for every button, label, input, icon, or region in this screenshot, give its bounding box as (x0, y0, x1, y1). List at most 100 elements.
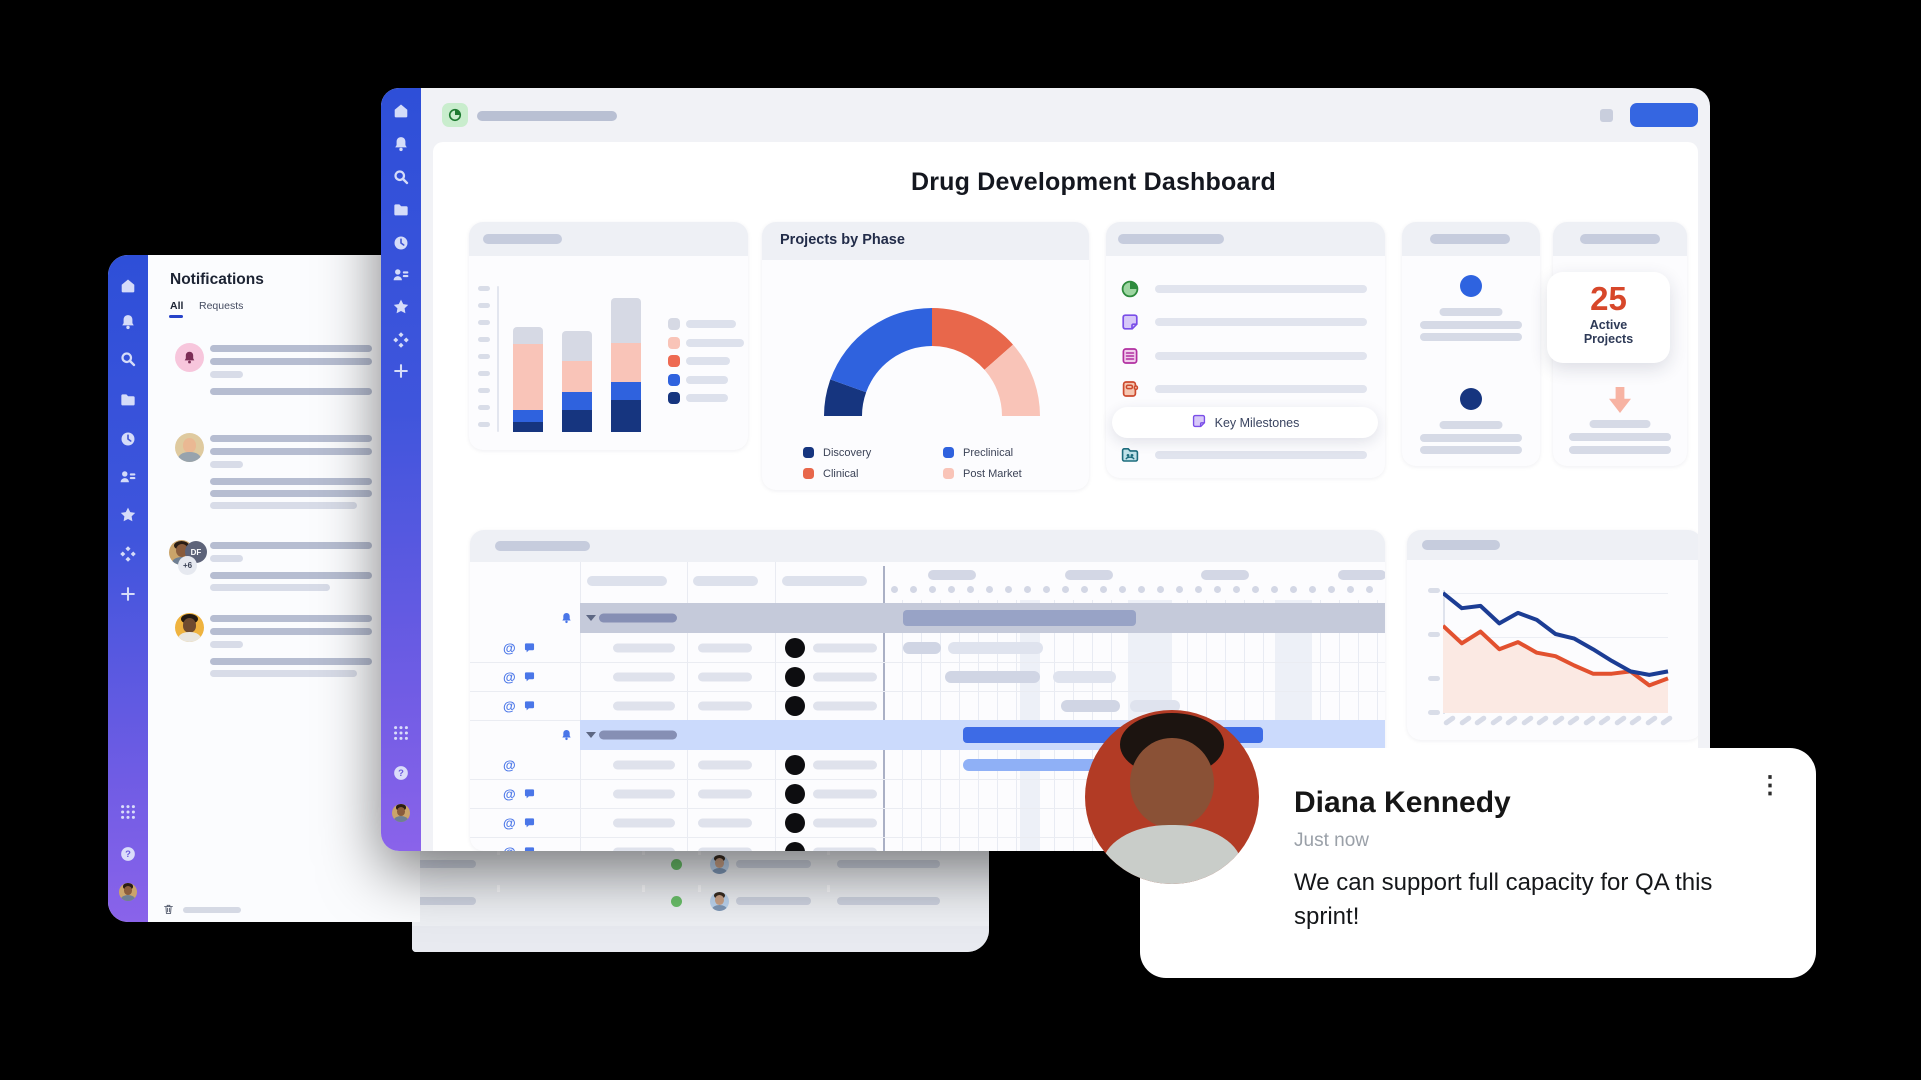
comment-icon[interactable] (523, 641, 536, 654)
clear-notifications-row[interactable] (162, 903, 362, 917)
notifications-title: Notifications (170, 271, 264, 288)
gantt-bar[interactable] (903, 641, 941, 654)
gantt-bar[interactable] (945, 670, 1040, 683)
gantt-group-row[interactable] (470, 603, 1385, 633)
sidebar-item-users[interactable] (119, 468, 137, 486)
sidebar-item-help[interactable]: ? (392, 764, 410, 782)
gantt-bar[interactable] (948, 641, 1043, 654)
sidebar-item-apps[interactable] (119, 545, 137, 563)
dashboard-window: ? Drug Development Dashboard Projects by… (381, 88, 1710, 851)
bar-segment-gray (562, 331, 592, 362)
gantt-task-row[interactable]: @ (470, 808, 1385, 838)
sidebar-item-search[interactable] (392, 168, 410, 186)
placeholder-line (1420, 446, 1522, 454)
tab-requests[interactable]: Requests (199, 300, 244, 312)
sidebar-item-apps[interactable] (392, 331, 410, 349)
sidebar-item-bell[interactable] (392, 135, 410, 153)
row-avatar (710, 892, 729, 911)
gantt-bar[interactable] (1130, 699, 1180, 712)
face (396, 806, 406, 817)
mention-icon[interactable]: @ (503, 844, 516, 851)
sidebar-item-clock[interactable] (119, 430, 137, 448)
comment-icon[interactable] (523, 699, 536, 712)
column-divider (827, 885, 830, 892)
sidebar-item-plus[interactable] (119, 585, 137, 603)
assignee-avatar (785, 666, 805, 687)
sidebar-item-grid[interactable] (119, 803, 137, 821)
sidebar-item-bell[interactable] (119, 313, 137, 331)
card-header (1106, 222, 1385, 256)
mention-icon[interactable]: @ (503, 757, 516, 772)
sidebar-item-grid[interactable] (392, 724, 410, 742)
bar-segment-navy (562, 410, 592, 432)
comment-icon[interactable] (523, 670, 536, 683)
sidebar-item-clock[interactable] (392, 234, 410, 252)
placeholder-line (1420, 333, 1522, 341)
sidebar-user-avatar[interactable] (392, 804, 410, 822)
x-label-placeholder (1504, 714, 1519, 727)
sidebar-item-home[interactable] (392, 102, 410, 120)
sidebar-user-avatar[interactable] (119, 883, 137, 901)
mention-icon[interactable]: @ (503, 640, 516, 655)
column-divider (698, 848, 701, 855)
comment-icon[interactable] (523, 816, 536, 829)
sidebar-item-folder[interactable] (119, 391, 137, 409)
status-dot (671, 859, 682, 870)
sidebar-item-folder[interactable] (392, 201, 410, 219)
gantt-bar[interactable] (903, 610, 1136, 626)
primary-action-button[interactable] (1630, 103, 1698, 127)
card-header (1407, 530, 1698, 560)
gantt-task-row[interactable]: @ (470, 662, 1385, 692)
gantt-bar[interactable] (1053, 670, 1116, 683)
gantt-bar[interactable] (1061, 699, 1120, 712)
timestamp: Just now (1294, 830, 1369, 851)
comment-icon[interactable] (523, 787, 536, 800)
tab-all[interactable]: All (170, 300, 184, 312)
y-tick-placeholder (478, 320, 490, 325)
sheet-row[interactable] (412, 885, 989, 918)
placeholder-line (210, 448, 372, 455)
comment-icon[interactable] (523, 845, 536, 851)
timeline-day-dot (1062, 586, 1069, 593)
y-tick-placeholder (478, 337, 490, 342)
pie-chart-app-icon[interactable] (442, 103, 468, 127)
mention-icon[interactable]: @ (503, 698, 516, 713)
sidebar-item-users[interactable] (392, 266, 410, 284)
mention-icon[interactable]: @ (503, 669, 516, 684)
kebab-menu-icon[interactable]: ⋮ (1758, 772, 1782, 799)
bell-icon[interactable] (560, 612, 573, 625)
timeline-day-dot (1214, 586, 1221, 593)
column-divider (698, 885, 701, 892)
collapse-caret-icon[interactable] (586, 732, 596, 738)
bar-segment-blue (513, 410, 543, 422)
assignee-avatar (785, 812, 805, 833)
x-label-placeholder (1566, 714, 1581, 727)
gantt-task-row[interactable]: @ (470, 633, 1385, 663)
timeline-day-dot (929, 586, 936, 593)
sidebar-item-plus[interactable] (392, 362, 410, 380)
sidebar-item-star[interactable] (392, 298, 410, 316)
window-control-icon[interactable] (1600, 109, 1613, 122)
key-milestones-button[interactable]: Key Milestones (1112, 407, 1378, 438)
sidebar-item-star[interactable] (119, 506, 137, 524)
cell-placeholder (613, 847, 675, 851)
sidebar-item-home[interactable] (119, 277, 137, 295)
bell-icon[interactable] (560, 729, 573, 742)
mention-icon[interactable]: @ (503, 815, 516, 830)
gantt-task-row[interactable]: @ (470, 779, 1385, 809)
active-tab-underline (169, 315, 183, 318)
sheet-row[interactable] (412, 848, 989, 881)
collapse-caret-icon[interactable] (586, 615, 596, 621)
timeline-month-placeholder (928, 570, 976, 580)
sidebar-item-help[interactable]: ? (119, 845, 137, 863)
group-title-placeholder (599, 730, 677, 740)
bar-segment-blue (562, 391, 592, 411)
mention-icon[interactable]: @ (503, 786, 516, 801)
timeline-day-dot (1081, 586, 1088, 593)
sidebar-item-search[interactable] (119, 350, 137, 368)
notifications-panel: ? Notifications All Requests DF +6 (108, 255, 420, 922)
timeline-day-dot (1309, 586, 1316, 593)
gantt-task-row[interactable]: @ (470, 837, 1385, 851)
card-header (469, 222, 748, 256)
